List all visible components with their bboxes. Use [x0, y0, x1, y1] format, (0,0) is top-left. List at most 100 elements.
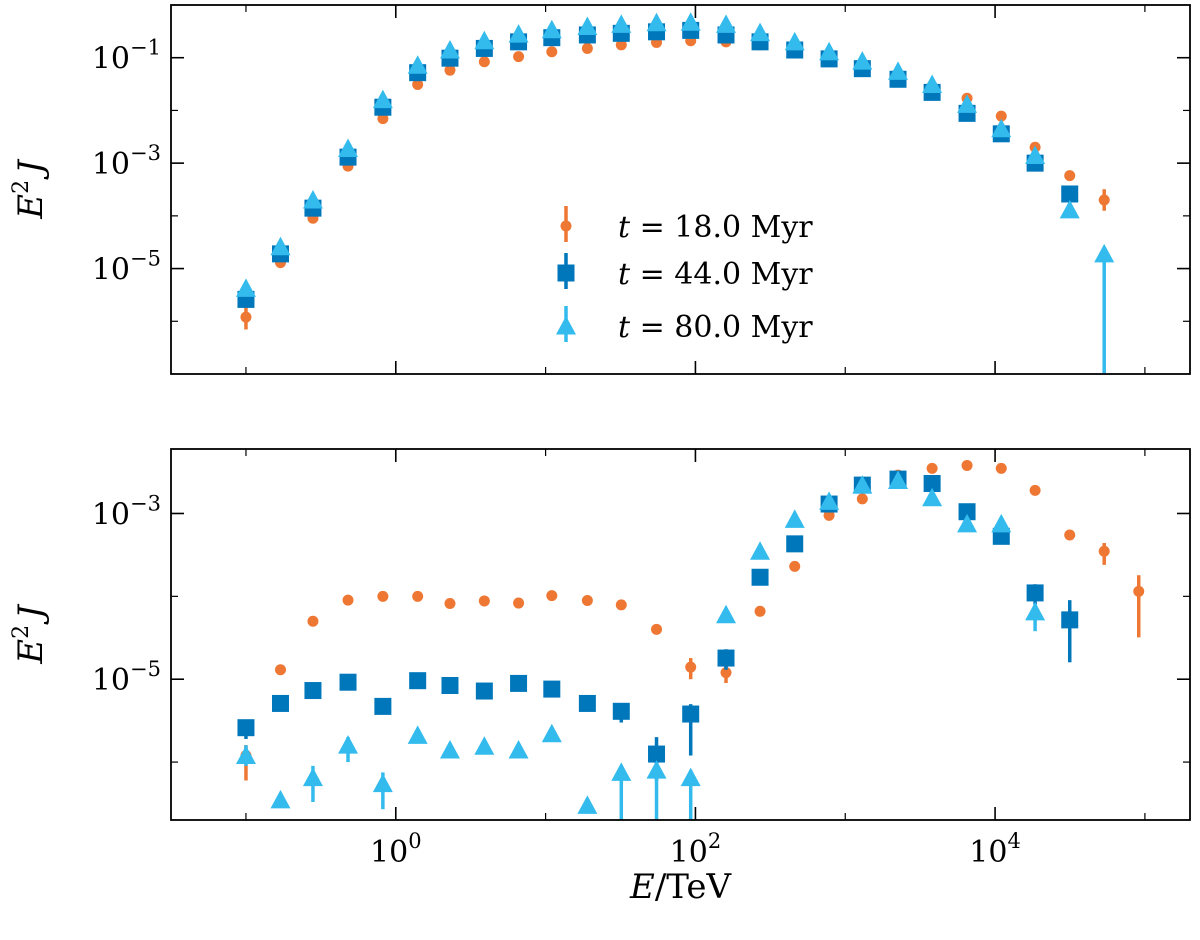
bottom-point-t80 [611, 762, 632, 781]
bottom-point-t80 [646, 760, 667, 779]
bottom-point-t80 [819, 491, 840, 510]
bottom-point-t18 [377, 590, 389, 602]
bottom-x-axis-label: E/TeV [629, 867, 732, 907]
bottom-point-t80 [372, 773, 393, 793]
top-point-t18 [581, 42, 593, 54]
legend-marker-t44 [557, 264, 575, 282]
top-point-t18 [478, 56, 490, 68]
bottom-point-t18 [1064, 529, 1076, 541]
top-point-t18 [412, 79, 424, 91]
top-ytick-label: 10−1 [92, 36, 161, 77]
bottom-point-t80 [922, 487, 943, 507]
top-point-t80 [474, 30, 495, 50]
bottom-xtick-label: 102 [670, 829, 722, 870]
legend-marker-t80 [556, 316, 576, 335]
bottom-point-t44 [543, 680, 561, 698]
bottom-point-t18 [754, 605, 766, 617]
bottom-point-t44 [578, 694, 596, 712]
top-point-t80 [407, 55, 428, 74]
bottom-point-t18 [961, 459, 973, 471]
legend-entry-t80: t = 80.0 Myr [556, 306, 813, 345]
bottom-point-t18 [513, 597, 525, 609]
bottom-point-t44 [648, 745, 666, 763]
bottom-point-t18 [926, 462, 938, 474]
bottom-point-t18 [444, 597, 456, 609]
top-point-t80 [957, 94, 978, 113]
top-point-t80 [680, 12, 701, 31]
bottom-point-t80 [302, 767, 323, 787]
bottom-point-t44 [339, 673, 357, 691]
top-point-t18 [377, 113, 389, 125]
top-point-t80 [922, 74, 943, 94]
top-point-t18 [546, 46, 558, 58]
bottom-xtick-label: 104 [969, 829, 1021, 870]
bottom-point-t18 [1098, 545, 1110, 557]
bottom-point-t18 [581, 595, 593, 607]
top-point-t80 [991, 118, 1012, 138]
bottom-point-t80 [541, 723, 562, 743]
bottom-point-t44 [304, 682, 322, 700]
bottom-point-t44 [1061, 611, 1079, 629]
bottom-point-t18 [685, 661, 697, 673]
bottom-point-t44 [717, 649, 735, 667]
bottom-point-t18 [546, 590, 558, 602]
bottom-point-t44 [682, 705, 700, 723]
bottom-point-t80 [750, 541, 771, 560]
bottom-point-t18 [1029, 484, 1041, 496]
bottom-series-t80 [235, 470, 1046, 820]
bottom-point-t80 [991, 513, 1012, 533]
bottom-point-t18 [856, 493, 868, 505]
bottom-y-axis-label: E2J [9, 603, 51, 665]
bottom-point-t80 [407, 725, 428, 744]
top-point-t80 [508, 24, 529, 43]
top-point-t80 [439, 40, 460, 59]
bottom-point-t44 [786, 535, 804, 553]
top-ytick-label: 10−5 [92, 247, 161, 288]
bottom-axes-frame [170, 448, 1191, 821]
bottom-point-t18 [720, 667, 732, 679]
legend-label-t80: t = 80.0 Myr [618, 310, 813, 345]
bottom-point-t18 [307, 615, 319, 627]
top-point-t44 [1061, 185, 1079, 203]
legend-label-t44: t = 44.0 Myr [618, 257, 813, 292]
bottom-point-t44 [237, 719, 255, 737]
bottom-point-t44 [923, 475, 941, 493]
bottom-point-t18 [274, 664, 286, 676]
top-minor-ticks [171, 5, 1190, 374]
bottom-point-t44 [374, 697, 392, 715]
top-point-t18 [995, 110, 1007, 122]
top-point-t18 [240, 311, 252, 323]
bottom-point-t18 [1133, 585, 1145, 597]
legend-label-t18: t = 18.0 Myr [618, 210, 813, 245]
bottom-point-t44 [475, 682, 493, 700]
bottom-point-t80 [474, 736, 495, 755]
top-point-t80 [372, 89, 393, 109]
top-point-t80 [541, 19, 562, 39]
top-y-axis-label: E2J [9, 158, 51, 220]
bottom-point-t18 [412, 590, 424, 602]
bottom-minor-ticks [171, 449, 1190, 820]
top-point-t18 [1064, 170, 1076, 182]
top-point-t80 [888, 61, 909, 80]
top-point-t80 [302, 189, 323, 209]
bottom-point-t80 [577, 795, 598, 814]
bottom-point-t18 [789, 560, 801, 572]
bottom-point-t18 [823, 509, 835, 521]
top-point-t80 [1059, 199, 1080, 219]
bottom-point-t80 [716, 604, 737, 624]
top-point-t80 [577, 16, 598, 36]
top-point-t80 [852, 51, 873, 70]
bottom-point-t80 [852, 475, 873, 494]
bottom-point-t80 [1025, 601, 1046, 621]
top-point-t18 [444, 64, 456, 76]
bottom-point-t80 [235, 745, 256, 765]
bottom-point-t18 [995, 462, 1007, 474]
bottom-point-t18 [478, 595, 490, 607]
bottom-point-t80 [957, 513, 978, 533]
bottom-point-t80 [270, 789, 291, 809]
top-point-t80 [784, 31, 805, 51]
top-point-t18 [1098, 194, 1110, 206]
bottom-point-t80 [784, 509, 805, 528]
bottom-point-t44 [1026, 584, 1044, 602]
top-point-t18 [513, 51, 525, 63]
